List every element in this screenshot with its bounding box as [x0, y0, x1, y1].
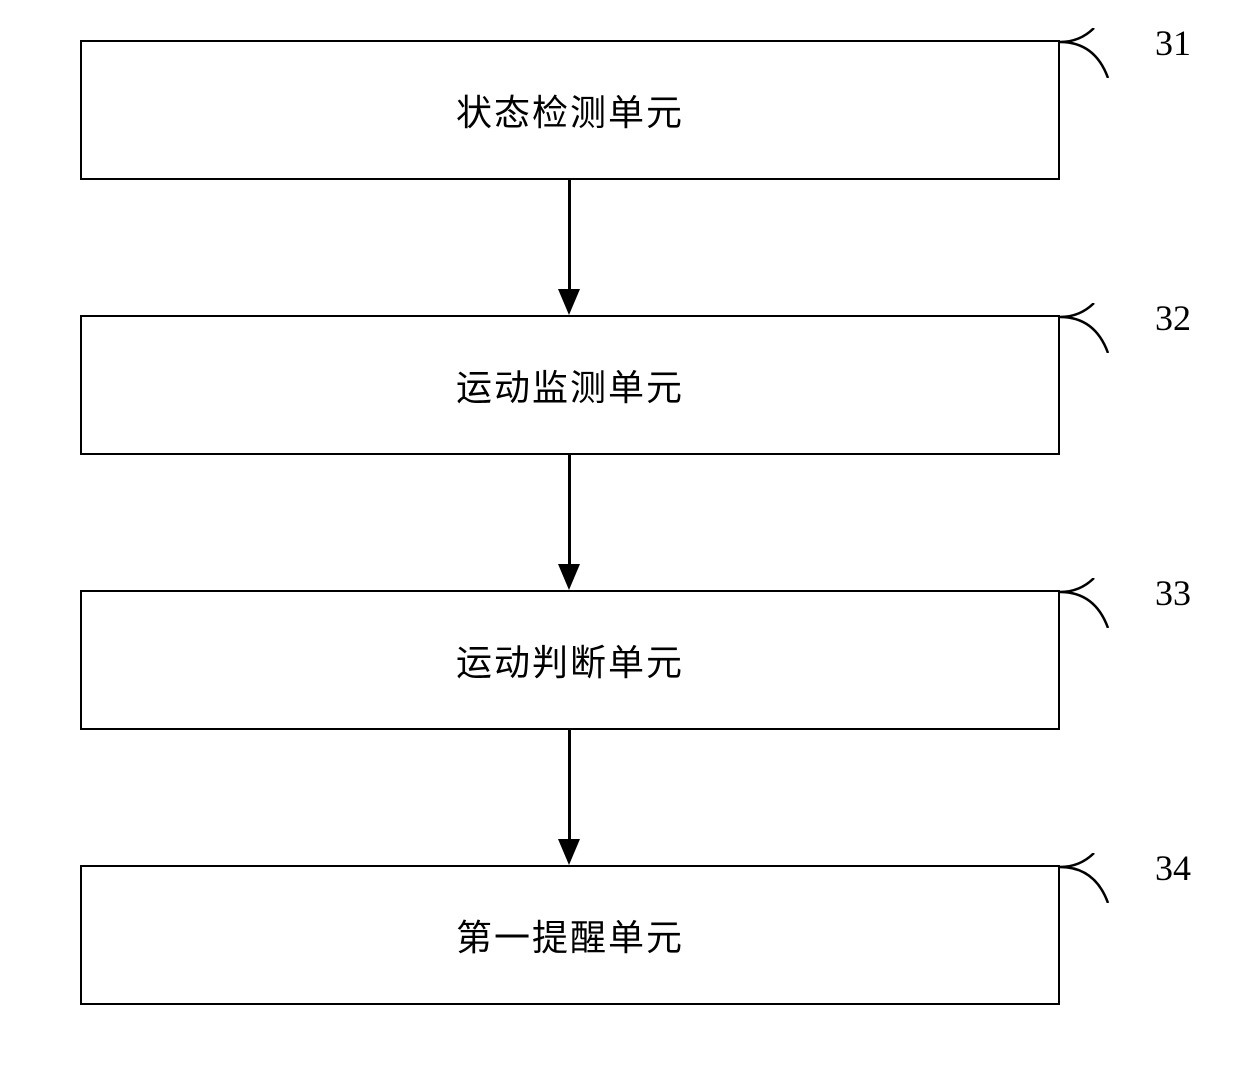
node-label: 第一提醒单元 — [456, 909, 684, 961]
node-label: 运动判断单元 — [456, 634, 684, 686]
arrow-head-icon — [558, 839, 580, 865]
node-label: 运动监测单元 — [456, 359, 684, 411]
callout-number: 31 — [1155, 22, 1191, 64]
arrow-shaft — [568, 730, 571, 839]
node-motion-judgment: 运动判断单元 — [80, 590, 1060, 730]
arrow-head-icon — [558, 289, 580, 315]
node-motion-monitoring: 运动监测单元 — [80, 315, 1060, 455]
node-first-reminder: 第一提醒单元 — [80, 865, 1060, 1005]
callout-connector — [1060, 303, 1140, 353]
node-label: 状态检测单元 — [456, 84, 684, 136]
callout-connector — [1060, 28, 1140, 78]
callout-number: 32 — [1155, 297, 1191, 339]
callout-connector — [1060, 853, 1140, 903]
arrow-shaft — [568, 455, 571, 564]
arrow-shaft — [568, 180, 571, 289]
node-status-detection: 状态检测单元 — [80, 40, 1060, 180]
callout-number: 33 — [1155, 572, 1191, 614]
callout-connector — [1060, 578, 1140, 628]
callout-number: 34 — [1155, 847, 1191, 889]
arrow-head-icon — [558, 564, 580, 590]
